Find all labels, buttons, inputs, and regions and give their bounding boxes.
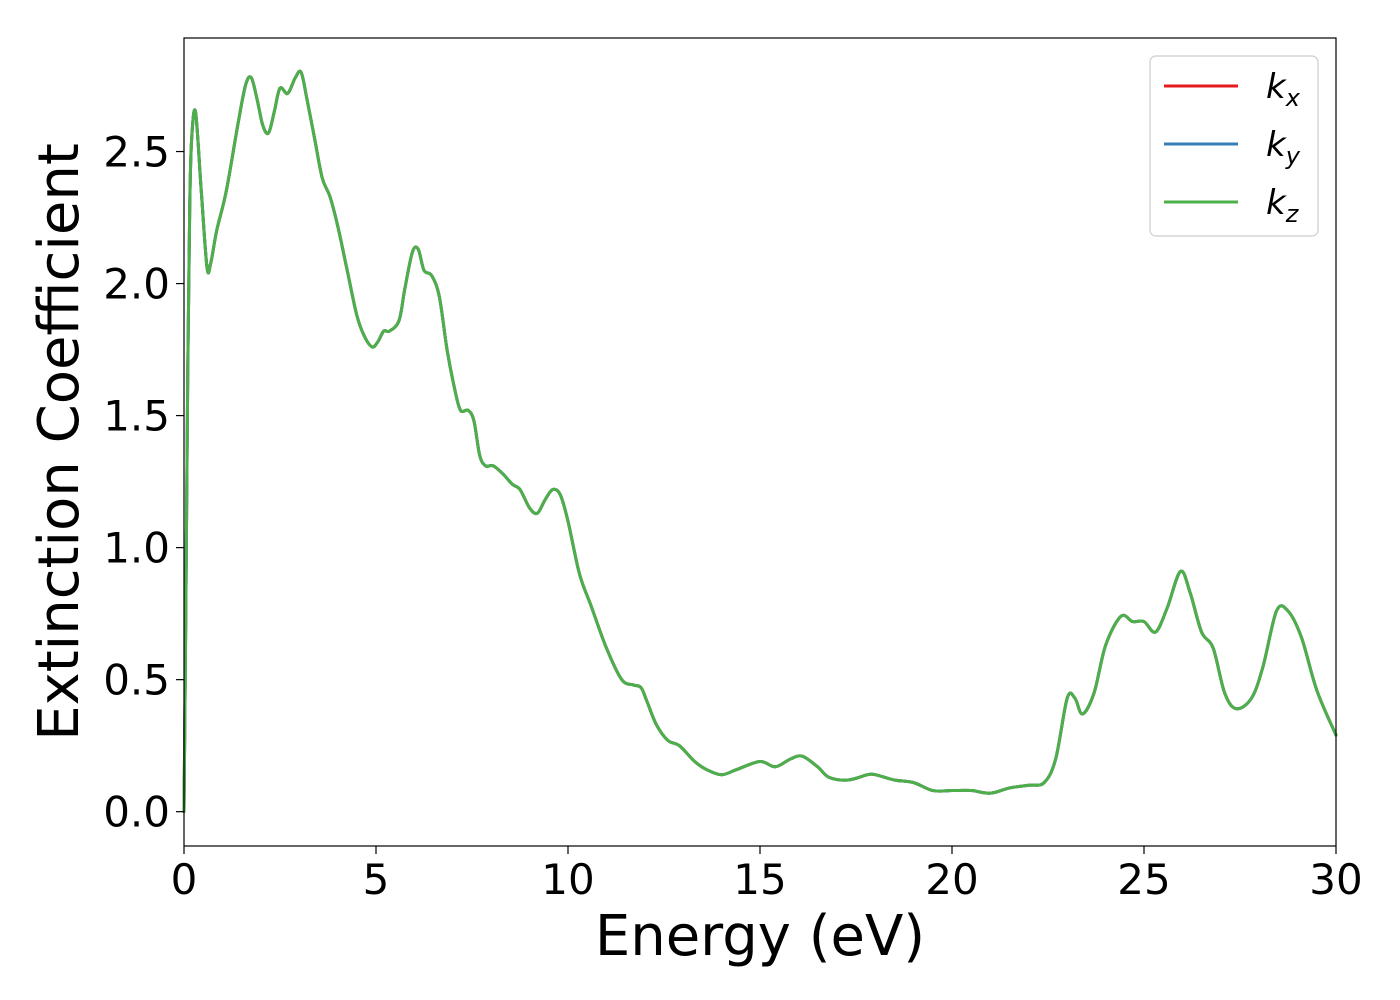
x-tick-label: 15 [733, 855, 786, 904]
x-tick-label: 0 [171, 855, 198, 904]
x-axis-title: Energy (eV) [595, 904, 925, 969]
x-axis: 0 5 10 15 20 25 30 [171, 846, 1363, 904]
legend: kx ky kz [1149, 55, 1319, 237]
y-axis-title: Extinction Coefficient [27, 143, 92, 741]
legend-label-kx: kx [1266, 67, 1301, 112]
y-tick-label: 0.5 [103, 656, 170, 705]
legend-label-kz: kz [1266, 183, 1300, 228]
legend-label-ky: ky [1266, 125, 1301, 170]
x-tick-label: 5 [363, 855, 390, 904]
y-tick-label: 2.0 [103, 260, 170, 309]
x-tick-label: 25 [1117, 855, 1170, 904]
x-tick-label: 10 [541, 855, 594, 904]
y-tick-label: 0.0 [103, 788, 170, 837]
plot-background [184, 38, 1336, 846]
y-axis: 0.0 0.5 1.0 1.5 2.0 2.5 [103, 128, 184, 837]
series-line-kz [182, 69, 1338, 814]
y-tick-label: 2.5 [103, 128, 170, 177]
y-tick-label: 1.0 [103, 524, 170, 573]
series-layer [182, 69, 1338, 814]
x-tick-label: 30 [1309, 855, 1362, 904]
x-tick-label: 20 [925, 855, 978, 904]
y-tick-label: 1.5 [103, 392, 170, 441]
legend-box [1149, 55, 1319, 237]
